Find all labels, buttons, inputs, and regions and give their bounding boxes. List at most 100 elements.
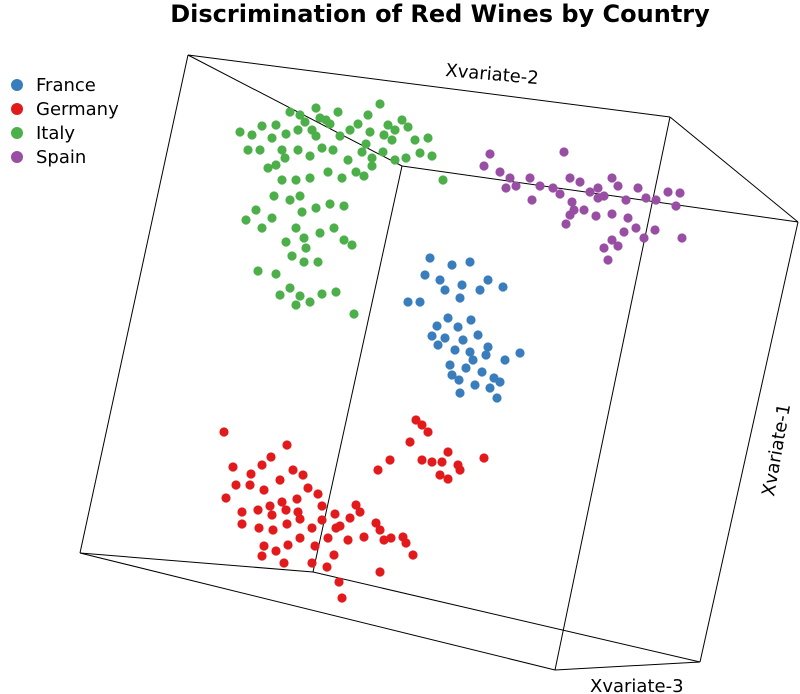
point-spain [650, 225, 660, 235]
point-france [447, 260, 457, 270]
point-germany [246, 469, 256, 479]
point-spain [569, 205, 579, 215]
point-spain [633, 183, 643, 193]
point-italy [438, 175, 448, 185]
point-italy [353, 119, 363, 129]
point-spain [585, 187, 595, 197]
point-italy [329, 223, 339, 233]
point-germany [386, 533, 396, 543]
point-italy [280, 153, 290, 163]
point-spain [677, 233, 687, 243]
point-italy [337, 173, 347, 183]
point-france [440, 285, 450, 295]
point-france [470, 380, 480, 390]
point-italy [307, 125, 317, 135]
point-italy [241, 215, 251, 225]
box-edge [79, 552, 556, 671]
point-italy [359, 171, 369, 181]
point-germany [379, 535, 389, 545]
point-italy [301, 243, 311, 253]
point-france [465, 257, 475, 267]
axis-label-xvariate-1: Xvariate-1 [758, 402, 795, 498]
point-germany [295, 514, 305, 524]
point-italy [285, 107, 295, 117]
chart-title: Discrimination of Red Wines by Country [170, 0, 710, 28]
point-germany [219, 427, 229, 437]
box-edge [669, 116, 799, 223]
point-spain [619, 227, 629, 237]
point-germany [317, 515, 327, 525]
point-italy [317, 289, 327, 299]
point-germany [375, 525, 385, 535]
point-italy [257, 121, 267, 131]
box-edge [554, 661, 701, 671]
point-germany [282, 440, 292, 450]
point-italy [403, 122, 413, 132]
point-italy [299, 233, 309, 243]
point-germany [355, 507, 365, 517]
legend-label-france: France [36, 75, 96, 96]
point-france [500, 355, 510, 365]
point-germany [322, 562, 332, 572]
point-italy [277, 175, 287, 185]
point-france [415, 297, 425, 307]
point-italy [351, 167, 361, 177]
point-italy [375, 99, 385, 109]
point-italy [378, 147, 388, 157]
point-germany [443, 474, 453, 484]
point-italy [313, 257, 323, 267]
point-spain [639, 233, 649, 243]
point-germany [385, 455, 395, 465]
point-germany [408, 550, 418, 560]
point-france [455, 388, 465, 398]
legend-item-italy: Italy [11, 123, 75, 144]
point-spain [567, 197, 577, 207]
legend-item-france: France [11, 75, 96, 96]
box-edge [699, 221, 799, 663]
point-germany [271, 546, 281, 556]
point-italy [293, 125, 303, 135]
point-germany [435, 470, 445, 480]
point-germany [245, 480, 255, 490]
point-italy [390, 155, 400, 165]
point-germany [288, 465, 298, 475]
point-france [403, 297, 413, 307]
point-germany [427, 457, 437, 467]
point-france [435, 275, 445, 285]
point-germany [275, 475, 285, 485]
point-italy [347, 240, 357, 250]
point-italy [328, 145, 338, 155]
point-france [425, 253, 435, 263]
point-italy [305, 297, 315, 307]
point-germany [375, 567, 385, 577]
legend-item-spain: Spain [11, 147, 86, 168]
point-france [473, 330, 483, 340]
point-spain [621, 195, 631, 205]
point-italy [297, 207, 307, 217]
point-germany [265, 501, 275, 511]
point-germany [455, 465, 465, 475]
point-spain [561, 219, 571, 229]
point-italy [235, 127, 245, 137]
point-italy [300, 117, 310, 127]
point-germany [317, 501, 327, 511]
point-spain [613, 241, 623, 251]
point-spain [623, 213, 633, 223]
point-germany [281, 505, 291, 515]
point-germany [303, 483, 313, 493]
point-italy [295, 110, 305, 120]
point-germany [437, 457, 447, 467]
point-germany [292, 494, 302, 504]
point-italy [333, 107, 343, 117]
point-france [454, 375, 464, 385]
point-germany [423, 427, 433, 437]
point-germany [479, 453, 489, 463]
point-germany [237, 507, 247, 517]
point-france [465, 347, 475, 357]
point-france [466, 315, 476, 325]
point-italy [311, 103, 321, 113]
point-france [450, 345, 460, 355]
bounding-box [79, 54, 799, 671]
point-spain [579, 205, 589, 215]
point-italy [339, 201, 349, 211]
